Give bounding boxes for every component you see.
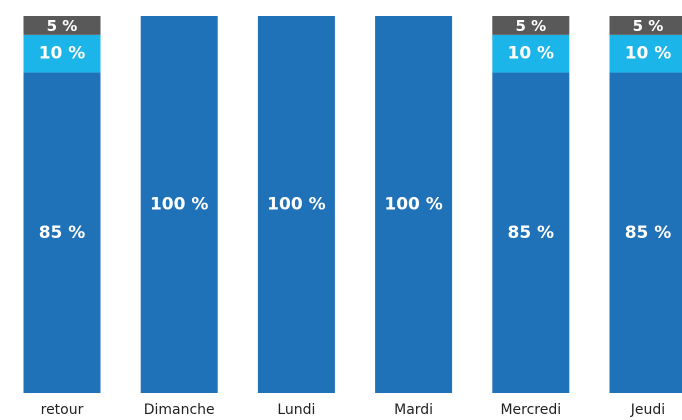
bar-segment (257, 16, 335, 393)
value-label: 85 % (625, 223, 672, 243)
bar-segment (375, 16, 453, 393)
x-tick-label: Mardi (394, 402, 433, 418)
bar-segment (492, 34, 570, 73)
value-label: 10 % (507, 44, 554, 64)
value-label: 5 % (515, 17, 546, 35)
value-label: 5 % (633, 17, 664, 35)
value-label: 100 % (267, 195, 325, 215)
bar-segment (492, 72, 570, 394)
value-label: 85 % (507, 223, 554, 243)
value-label: 10 % (39, 44, 86, 64)
bar-segment (492, 16, 570, 35)
value-label: 100 % (150, 195, 208, 215)
x-tick-label: retour (41, 402, 84, 418)
x-tick-label: Jeudi (630, 402, 665, 418)
bar-segment (23, 72, 101, 394)
x-tick-label: Lundi (277, 402, 315, 418)
bar-segment (609, 16, 682, 35)
bar-segment (23, 16, 101, 35)
bar-segment (609, 34, 682, 73)
bar-segment (23, 34, 101, 73)
bar-segment (140, 16, 218, 393)
value-label: 5 % (47, 17, 78, 35)
bar-segment (609, 72, 682, 394)
value-label: 10 % (625, 44, 672, 64)
value-label: 100 % (384, 195, 442, 215)
value-label: 85 % (39, 223, 86, 243)
x-tick-label: Mercredi (500, 402, 561, 418)
x-tick-label: Dimanche (144, 402, 215, 418)
